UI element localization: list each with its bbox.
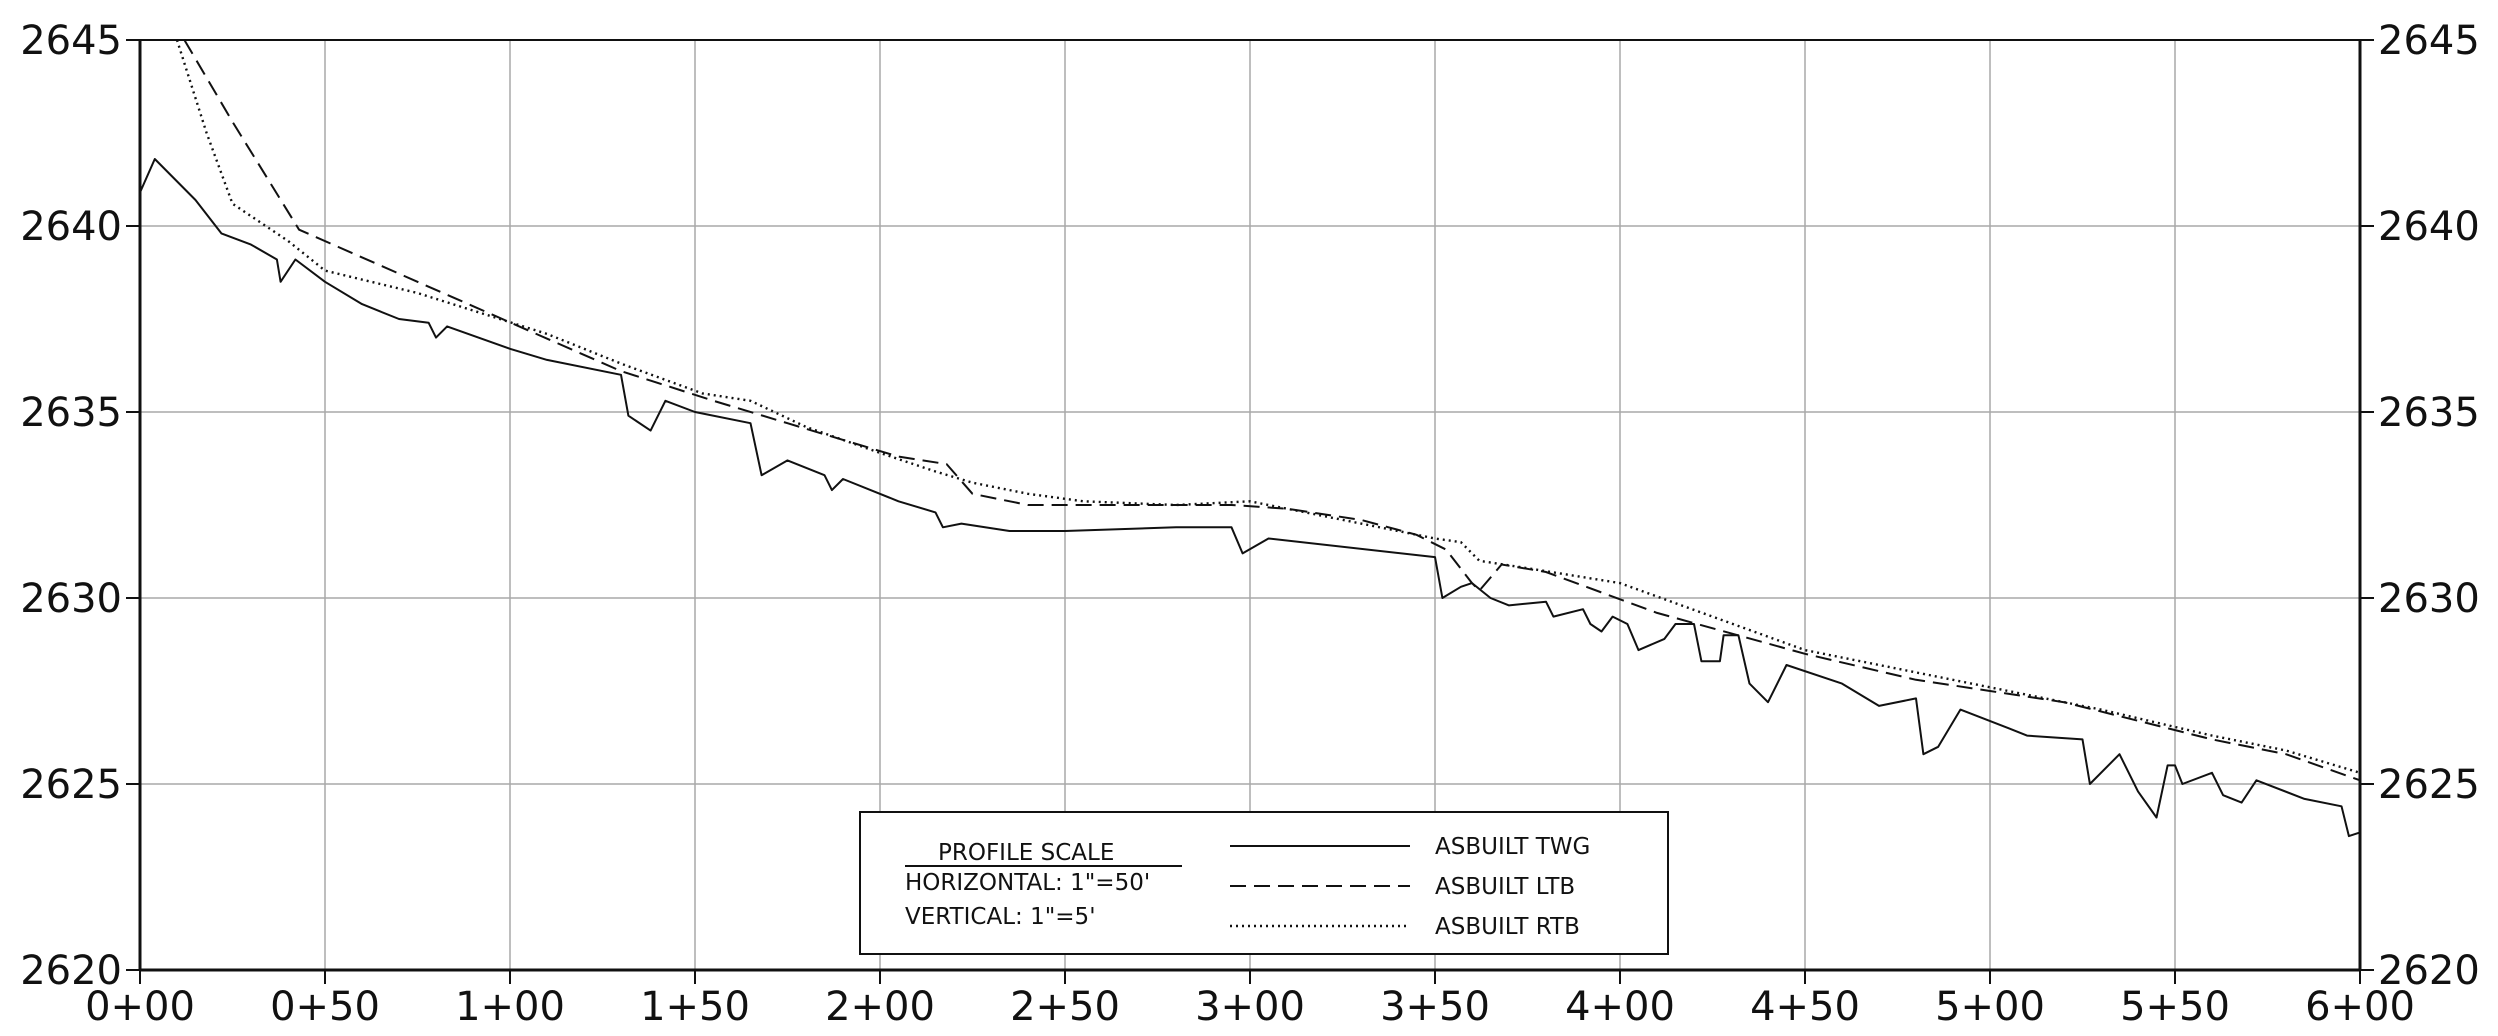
y-tick-label-right: 2635 [2378,390,2480,436]
x-tick-label: 5+00 [1935,984,2045,1030]
x-tick-label: 2+50 [1010,984,1120,1030]
legend-label-rtb: ASBUILT RTB [1435,914,1580,940]
profile-scale-title: PROFILE SCALE [938,840,1114,866]
x-tick-label: 4+00 [1565,984,1675,1030]
y-tick-label-left: 2620 [20,948,122,994]
legend-label-twg: ASBUILT TWG [1435,834,1590,860]
x-tick-label: 6+00 [2305,984,2415,1030]
series-layer [139,39,2361,838]
grid [140,40,2360,970]
x-tick-label: 1+50 [640,984,750,1030]
x-tick-label: 2+00 [825,984,935,1030]
legend: PROFILE SCALE HORIZONTAL: 1"=50' VERTICA… [859,811,1669,955]
y-tick-label-left: 2635 [20,390,122,436]
series-line-asbuilt-twg [139,158,2361,838]
y-tick-label-left: 2640 [20,204,122,250]
y-tick-label-right: 2640 [2378,204,2480,250]
x-tick-label: 0+50 [270,984,380,1030]
y-tick-label-right: 2620 [2378,948,2480,994]
x-tick-label: 3+50 [1380,984,1490,1030]
y-tick-label-right: 2625 [2378,762,2480,808]
x-tick-label: 3+00 [1195,984,1305,1030]
y-tick-label-left: 2645 [20,18,122,64]
x-tick-label: 1+00 [455,984,565,1030]
series-line-asbuilt-ltb [183,39,2361,782]
profile-scale-vertical: VERTICAL: 1"=5' [905,904,1096,930]
legend-box [859,811,1669,955]
profile-scale-horizontal: HORIZONTAL: 1"=50' [905,870,1150,896]
y-tick-label-right: 2630 [2378,576,2480,622]
y-tick-label-right: 2645 [2378,18,2480,64]
y-tick-label-left: 2625 [20,762,122,808]
x-tick-label: 4+50 [1750,984,1860,1030]
legend-label-ltb: ASBUILT LTB [1435,874,1575,900]
series-line-asbuilt-rtb [175,39,2361,774]
x-tick-label: 0+00 [85,984,195,1030]
tick-labels: 0+00 0+50 1+00 1+50 2+00 2+50 3+00 3+50 4+00 4+50… [20,18,2480,1030]
y-tick-label-left: 2630 [20,576,122,622]
x-tick-label: 5+50 [2120,984,2230,1030]
